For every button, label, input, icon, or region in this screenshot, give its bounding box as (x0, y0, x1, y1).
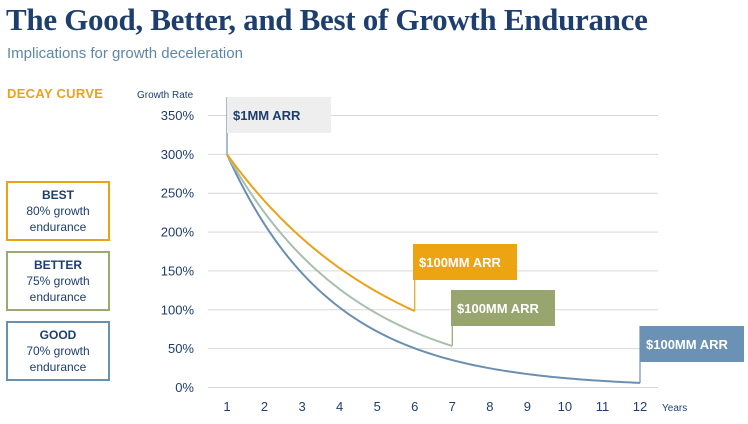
y-tick-label: 250% (161, 186, 195, 201)
annotation-label: $100MM ARR (419, 255, 501, 270)
y-axis-title: Growth Rate (137, 90, 194, 101)
x-axis-title: Years (662, 403, 687, 414)
y-tick-label: 0% (175, 380, 194, 395)
legend-name: GOOD (39, 328, 77, 342)
annotation-box (640, 326, 744, 362)
legend-line1: 70% growth (26, 344, 90, 358)
x-tick-label: 7 (449, 399, 456, 414)
x-tick-label: 11 (596, 399, 610, 414)
x-tick-label: 9 (524, 399, 531, 414)
legend-line1: 80% growth (26, 204, 90, 218)
x-tick-label: 1 (223, 399, 230, 414)
decay-curve-label: DECAY CURVE (7, 86, 104, 101)
annotation-box (227, 97, 331, 133)
legend-line2: endurance (29, 220, 87, 234)
series-line-best (226, 153, 416, 313)
annotation-label: $100MM ARR (457, 301, 539, 316)
annotation-label: $1MM ARR (233, 108, 301, 123)
legend-line2: endurance (29, 290, 87, 304)
legend-line1: 75% growth (26, 274, 90, 288)
x-tick-label: 4 (336, 399, 343, 414)
y-tick-label: 350% (161, 108, 195, 123)
x-tick-label: 12 (633, 399, 647, 414)
annotation-box (413, 244, 517, 280)
legend-name: BEST (41, 188, 74, 202)
legend-box-best: BEST 80% growth endurance (6, 181, 110, 241)
series-line-better (226, 153, 453, 347)
chart-subtitle: Implications for growth deceleration (7, 45, 243, 62)
annotation-label: $100MM ARR (646, 337, 728, 352)
series-line-good (226, 153, 641, 384)
y-tick-label: 200% (161, 225, 195, 240)
y-tick-label: 100% (161, 302, 195, 317)
y-tick-label: 50% (168, 341, 194, 356)
x-tick-label: 3 (298, 399, 305, 414)
legend-line2: endurance (29, 360, 87, 374)
x-tick-label: 10 (558, 399, 572, 414)
annotation-box (451, 290, 555, 326)
x-tick-label: 5 (374, 399, 381, 414)
y-tick-label: 150% (161, 263, 195, 278)
legend-box-better: BETTER 75% growth endurance (6, 251, 110, 311)
x-tick-label: 8 (486, 399, 493, 414)
x-tick-label: 6 (411, 399, 418, 414)
legend-box-good: GOOD 70% growth endurance (6, 321, 110, 381)
legend-name: BETTER (34, 258, 82, 272)
x-tick-label: 2 (261, 399, 268, 414)
y-tick-label: 300% (161, 147, 195, 162)
chart-title: The Good, Better, and Best of Growth End… (6, 2, 648, 37)
